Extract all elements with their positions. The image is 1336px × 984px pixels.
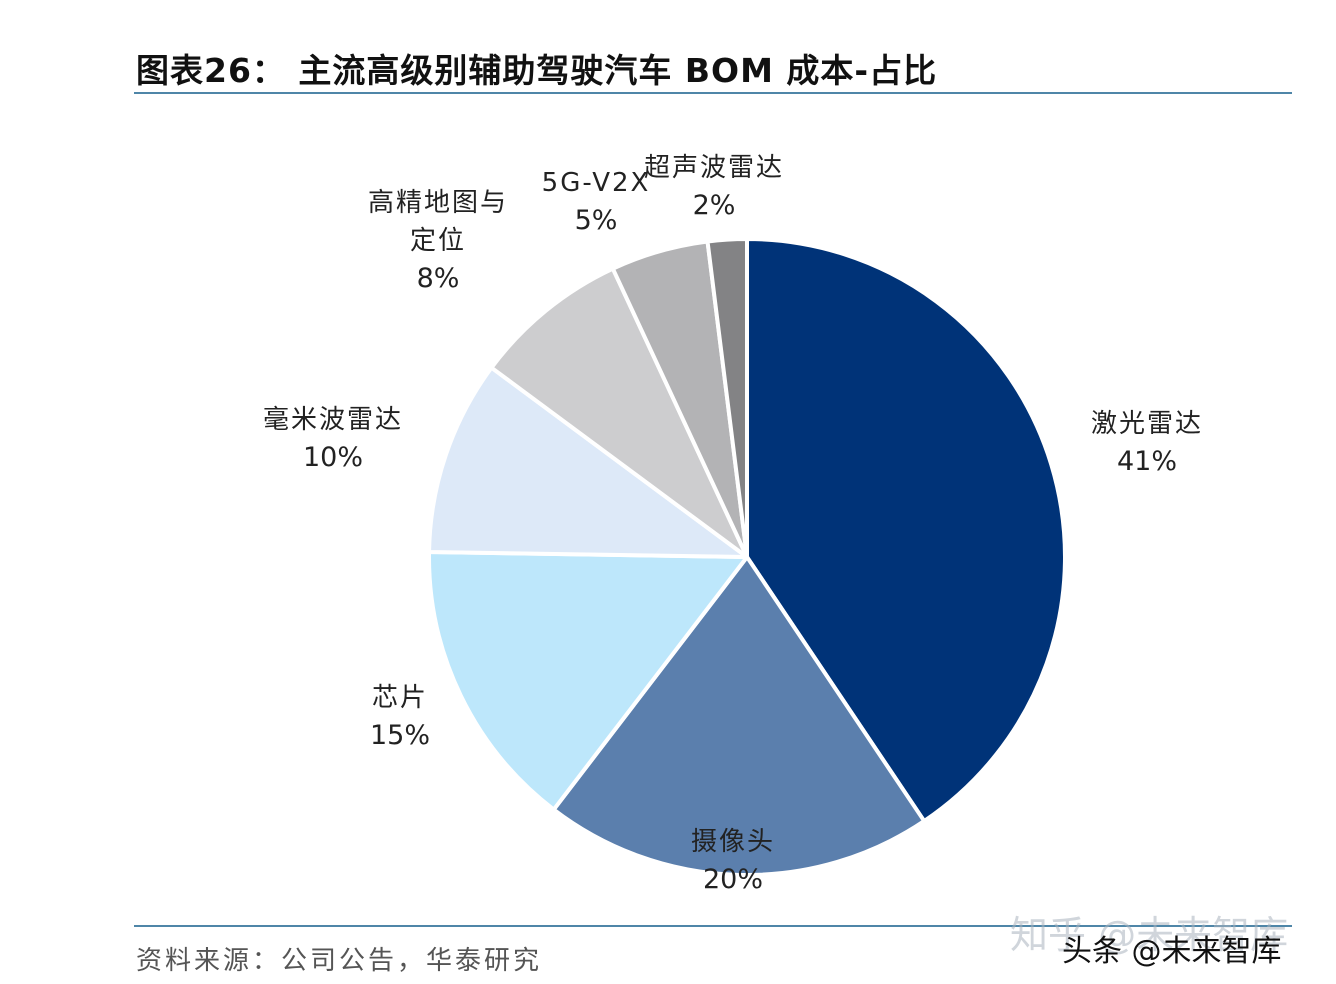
title-divider [134, 92, 1292, 94]
slice-label-name: 芯片 [372, 683, 428, 713]
slice-label-value: 2% [693, 190, 736, 221]
chart-title: 图表26： 主流高级别辅助驾驶汽车 BOM 成本-占比 [136, 51, 938, 90]
slice-label-name: 激光雷达 [1091, 409, 1203, 439]
slice-label-name: 毫米波雷达 [263, 405, 403, 435]
slice-label-name: 5G-V2X [542, 168, 651, 198]
slice-label-name: 定位 [410, 226, 466, 256]
pie-slice-4 [427, 365, 749, 559]
slice-label-value: 15% [370, 720, 430, 751]
pie-slices [427, 237, 1067, 877]
footer-divider [134, 925, 1292, 927]
slice-label-value: 20% [703, 864, 763, 895]
slice-label-value: 10% [303, 442, 363, 473]
slice-label-value: 5% [575, 205, 618, 236]
pie-slice-3 [427, 550, 749, 812]
source-note: 资料来源：公司公告，华泰研究 [136, 946, 543, 976]
slice-label-name: 高精地图与 [368, 188, 508, 218]
pie-slice-1 [745, 237, 1067, 824]
slice-label-value: 8% [417, 263, 460, 294]
pie-slice-5 [489, 266, 749, 559]
pie-slice-2 [551, 555, 927, 877]
slice-label-name: 超声波雷达 [644, 153, 784, 183]
pie-slice-7 [705, 237, 749, 559]
slice-label-name: 摄像头 [691, 827, 775, 857]
watermark-zhihu: 知乎 @未来智库 [1010, 913, 1289, 957]
slice-label-value: 41% [1117, 446, 1177, 477]
watermark-toutiao: 头条 @未来智库 [1062, 934, 1282, 969]
